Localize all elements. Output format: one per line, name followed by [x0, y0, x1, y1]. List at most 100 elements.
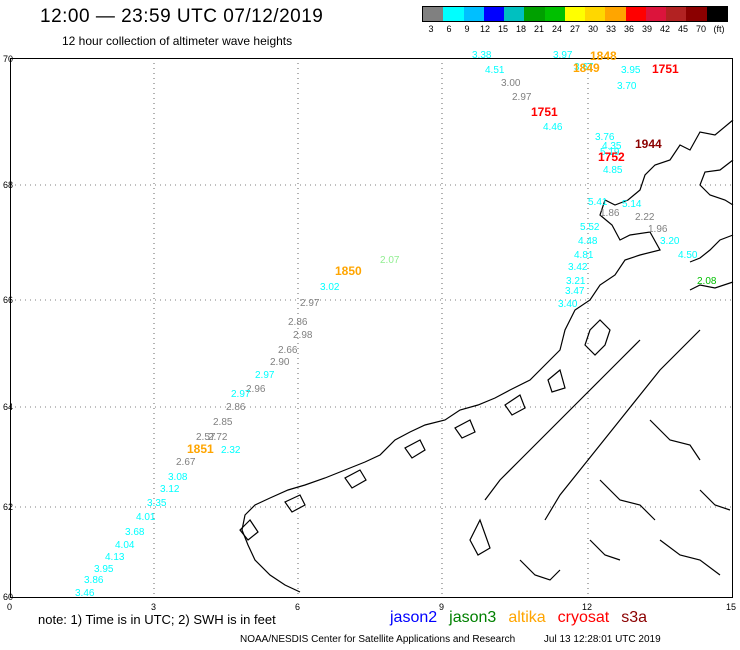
- lon-label-6: 6: [295, 602, 301, 612]
- lat-label-60: 60: [3, 592, 14, 602]
- wave-height-label: 1850: [335, 264, 362, 278]
- satellite-legend-cryosat: cryosat: [557, 609, 610, 626]
- wave-height-label: 2.22: [635, 212, 655, 223]
- wave-height-label: 5.41: [588, 197, 608, 208]
- wave-height-label: 4.85: [603, 165, 623, 176]
- color-scale-label: 12: [479, 24, 490, 34]
- satellite-legend-jason2: jason2: [390, 609, 438, 626]
- satellite-legend-jason3: jason3: [449, 609, 497, 626]
- color-swatch: [483, 7, 505, 21]
- wave-height-label: 2.90: [270, 357, 290, 368]
- color-scale-label: 30: [587, 24, 598, 34]
- color-swatch: [645, 7, 667, 21]
- wave-height-label: 3.12: [160, 484, 180, 495]
- color-scale-label: 6: [446, 24, 452, 34]
- map-frame: [10, 58, 733, 598]
- wave-height-label: 4.50: [678, 250, 698, 261]
- wave-height-label: 4.46: [543, 122, 563, 133]
- satellite-legend: jason2 jason3 altika cryosat s3a: [390, 609, 659, 627]
- lat-label-66: 66: [3, 295, 14, 305]
- wave-height-label: 2.08: [697, 276, 717, 287]
- color-scale-label: 27: [569, 24, 580, 34]
- wave-height-label: 2.85: [213, 417, 233, 428]
- wave-height-label: 3.38: [472, 50, 492, 61]
- wave-height-label: 3.76: [595, 132, 615, 143]
- wave-height-label: 4.35: [602, 141, 622, 152]
- lat-label-64: 64: [3, 402, 14, 412]
- wave-height-label: 1751: [652, 62, 679, 76]
- color-scale-label: 18: [515, 24, 526, 34]
- color-swatch: [625, 7, 646, 21]
- wave-height-label: 1944: [635, 137, 662, 151]
- color-scale-label: 33: [605, 24, 616, 34]
- wave-height-label: 2.66: [278, 345, 298, 356]
- wave-height-label: 4.81: [574, 250, 594, 261]
- wave-height-label: 3.40: [558, 299, 578, 310]
- wave-height-label: 2.98: [293, 330, 313, 341]
- color-swatch: [706, 7, 727, 21]
- wave-height-label: 3.00: [501, 78, 521, 89]
- wave-height-label: 4.48: [578, 236, 598, 247]
- wave-height-label: 4.13: [105, 552, 125, 563]
- wave-height-label: 4.51: [485, 65, 505, 76]
- color-swatch: [443, 7, 464, 21]
- footer-org: NOAA/NESDIS Center for Satellite Applica…: [240, 634, 516, 645]
- lon-label-9: 9: [439, 602, 445, 612]
- wave-height-label: 2.96: [246, 384, 266, 395]
- wave-height-label: 1752: [598, 150, 625, 164]
- wave-height-label: 2.97: [300, 298, 320, 309]
- color-swatch: [423, 7, 444, 21]
- wave-height-label: 2.72: [208, 432, 228, 443]
- color-scale-label: 70: [695, 24, 706, 34]
- wave-height-label: 1851: [187, 442, 214, 456]
- wave-height-label: 3.97: [553, 50, 573, 61]
- color-swatch: [564, 7, 586, 21]
- wave-height-label: 3.21: [566, 276, 586, 287]
- wave-height-label: 2.67: [176, 457, 196, 468]
- color-scale-label: 21: [533, 24, 544, 34]
- lon-label-3: 3: [151, 602, 157, 612]
- wave-height-label: 2.97: [512, 92, 532, 103]
- wave-height-label: 2.07: [380, 255, 400, 266]
- color-scale-swatches: [422, 6, 728, 22]
- wave-height-label: 3.08: [168, 472, 188, 483]
- lat-label-70: 70: [3, 54, 14, 64]
- units-note: note: 1) Time is in UTC; 2) SWH is in fe…: [38, 612, 276, 627]
- wave-height-label: 3.42: [568, 262, 588, 273]
- color-swatch: [686, 7, 707, 21]
- color-swatch: [463, 7, 484, 21]
- color-scale-label: 15: [497, 24, 508, 34]
- color-scale-label: 45: [677, 24, 688, 34]
- wave-height-label: 3.68: [125, 527, 145, 538]
- color-scale-legend: 3 6 9 12 15 18 21 24 27 30 33 36 39 42 45 70 (ft): [422, 6, 728, 34]
- wave-height-label: 3.46: [75, 588, 95, 599]
- color-scale-label: 42: [659, 24, 670, 34]
- color-scale-label: 36: [623, 24, 634, 34]
- wave-height-label: 2.86: [288, 317, 308, 328]
- wave-height-label: 3.67: [574, 62, 594, 73]
- color-swatch: [605, 7, 626, 21]
- wave-height-label: 2.86: [226, 402, 246, 413]
- wave-height-label: 3.47: [565, 286, 585, 297]
- wave-height-label: 3.20: [660, 236, 680, 247]
- lon-label-0: 0: [7, 602, 13, 612]
- footer-timestamp: Jul 13 12:28:01 UTC 2019: [543, 634, 661, 645]
- wave-height-label: 1848: [590, 49, 617, 63]
- color-scale-label: (ft): [713, 24, 725, 34]
- wave-height-label: 3.70: [617, 81, 637, 92]
- footer: NOAA/NESDIS Center for Satellite Applica…: [240, 634, 687, 645]
- wave-height-label: 3.95: [621, 65, 641, 76]
- wave-height-label: 3.34: [0, 0, 20, 3]
- satellite-legend-altika: altika: [508, 609, 546, 626]
- wave-height-label: 1849: [573, 61, 600, 75]
- wave-height-label: 2.97: [231, 389, 251, 400]
- norway-coastline: [239, 119, 734, 593]
- color-swatch: [666, 7, 687, 21]
- wave-height-label: 4.04: [115, 540, 135, 551]
- wave-height-label: 2.97: [255, 370, 275, 381]
- wave-height-label: 3.35: [147, 498, 167, 509]
- wave-height-label: 3.86: [84, 575, 104, 586]
